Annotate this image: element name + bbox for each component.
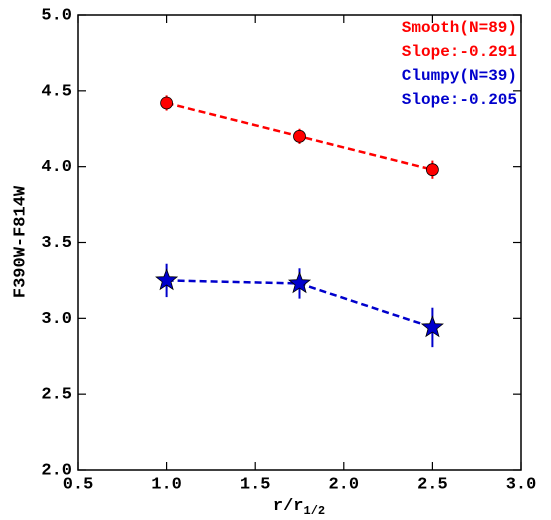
x-tick-label: 1.5 (240, 475, 271, 494)
y-tick-label: 2.5 (41, 386, 72, 405)
marker (287, 271, 312, 294)
annotation: Clumpy(N=39) (402, 67, 517, 85)
x-tick-label: 2.5 (417, 475, 448, 494)
x-axis-label: r/r1/2 (273, 497, 325, 518)
y-tick-label: 2.0 (41, 461, 72, 480)
y-axis-label: F390W-F814W (11, 185, 30, 298)
annotation: Slope:-0.205 (402, 91, 517, 109)
marker (425, 163, 439, 177)
annotation: Slope:-0.291 (402, 43, 517, 61)
y-tick-label: 3.0 (41, 310, 72, 329)
marker (155, 268, 179, 291)
y-tick-label: 4.0 (41, 158, 72, 177)
x-tick-label: 2.0 (328, 475, 359, 494)
marker (293, 129, 306, 143)
x-tick-label: 1.0 (151, 475, 182, 494)
x-label-main: r/r (273, 497, 304, 516)
annotation: Smooth(N=89) (402, 19, 517, 37)
y-tick-label: 3.5 (41, 234, 72, 253)
y-tick-label: 4.5 (41, 82, 72, 101)
y-tick-label: 5.0 (41, 6, 72, 25)
x-tick-label: 3.0 (506, 475, 537, 494)
x-tick-label: 0.5 (63, 475, 94, 494)
marker (160, 96, 174, 110)
x-label-sub: 1/2 (304, 504, 326, 518)
marker (420, 315, 444, 338)
